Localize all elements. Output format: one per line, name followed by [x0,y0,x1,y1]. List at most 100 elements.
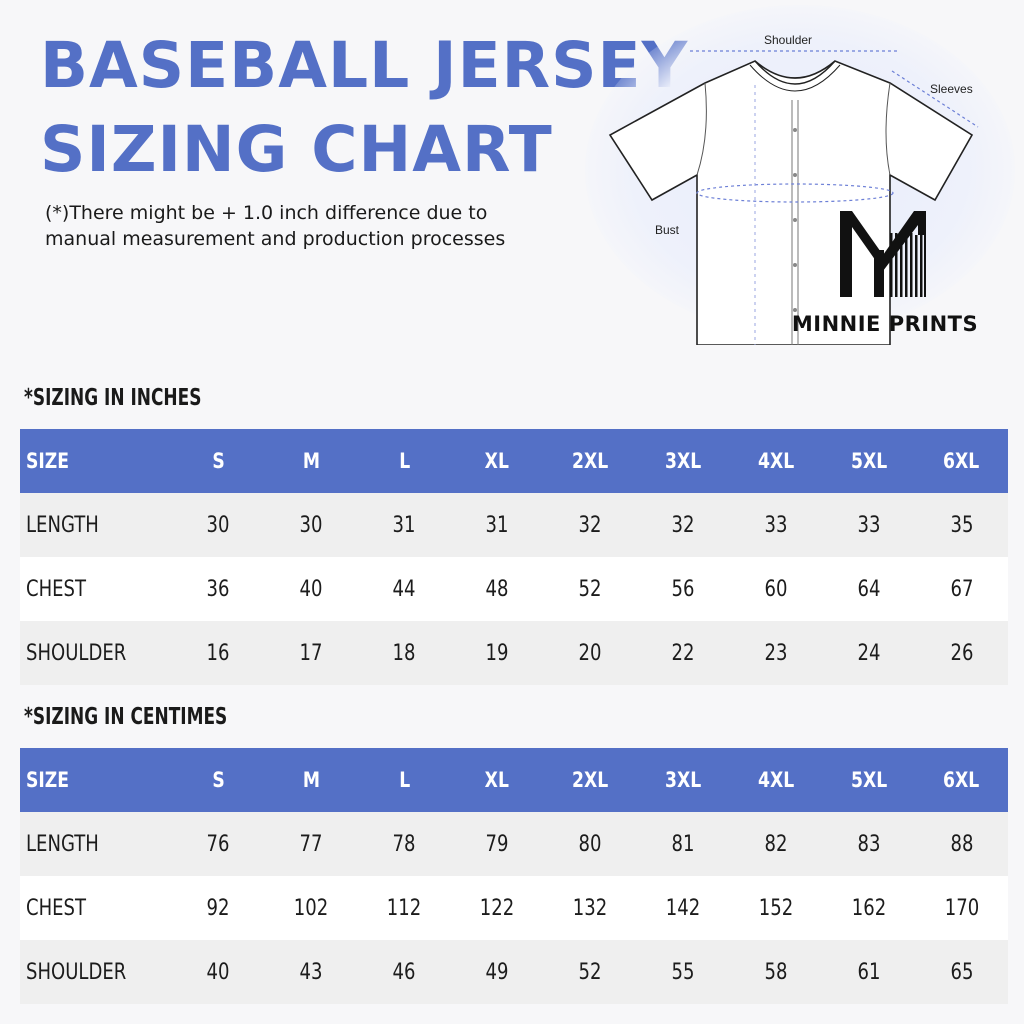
jersey-collar [754,60,836,85]
table-cell: 77 [264,812,358,876]
button [793,173,797,177]
table-cell: 58 [729,940,823,1004]
shoulder-label: Shoulder [764,33,812,47]
table-row: LENGTH 76 77 78 79 80 81 82 83 88 [20,812,1009,876]
table-row: SHOULDER 16 17 18 19 20 22 23 24 26 [20,621,1009,685]
table-cell: 152 [729,876,823,940]
header-cell: 3XL [636,429,730,493]
table-cell: 102 [264,876,358,940]
row-label: LENGTH [20,812,172,876]
table-cell: 19 [450,621,544,685]
header-cell: M [264,748,358,812]
header-cell: 6XL [915,429,1009,493]
table-cell: 40 [264,557,358,621]
bust-measure-line [696,183,894,203]
table-cell: 78 [357,812,451,876]
header-cell: 6XL [915,748,1009,812]
note-line-1: (*)There might be + 1.0 inch difference … [45,202,488,224]
right-sleeve-seam [885,82,891,176]
header-cell: L [357,429,451,493]
table-cell: 52 [543,940,637,1004]
row-label: SHOULDER [20,940,172,1004]
table-cell: 88 [915,812,1009,876]
table-cell: 83 [822,812,916,876]
table-cell: 31 [450,493,544,557]
table-cell: 170 [915,876,1009,940]
table-cell: 61 [822,940,916,1004]
header-cell: 5XL [822,748,916,812]
table-cell: 79 [450,812,544,876]
table-cell: 17 [264,621,358,685]
table-row: SHOULDER 40 43 46 49 52 55 58 61 65 [20,940,1009,1004]
table-cell: 32 [543,493,637,557]
button [793,263,797,267]
row-label: SHOULDER [20,621,172,685]
table-cell: 43 [264,940,358,1004]
bust-label: Bust [655,223,680,237]
chart-title-line-2: SIZING CHART [40,113,553,186]
table-cell: 33 [729,493,823,557]
table-cell: 18 [357,621,451,685]
header-cell: SIZE [20,748,172,812]
header-cell: XL [450,429,544,493]
header-cell: 2XL [543,429,637,493]
inches-section-title: *SIZING IN INCHES [24,385,202,411]
jersey-collar-inner [749,64,841,92]
table-cell: 26 [915,621,1009,685]
centimeters-section-title: *SIZING IN CENTIMES [24,704,228,730]
table-cell: 60 [729,557,823,621]
table-cell: 64 [822,557,916,621]
brand-logo: MINNIE PRINTS [790,205,980,345]
table-cell: 162 [822,876,916,940]
chart-title-line-1: BASEBALL JERSEY [40,29,689,102]
header-cell: SIZE [20,429,172,493]
header-cell: 4XL [729,748,823,812]
header-cell: XL [450,748,544,812]
sleeve-measure-line [891,70,979,128]
table-row: CHEST 36 40 44 48 52 56 60 64 67 [20,557,1009,621]
row-label: LENGTH [20,493,172,557]
mp-monogram-logo-icon [840,211,926,297]
table-cell: 49 [450,940,544,1004]
table-cell: 92 [172,876,265,940]
table-cell: 35 [915,493,1009,557]
table-cell: 22 [636,621,730,685]
table-cell: 31 [357,493,451,557]
button [793,128,797,132]
table-cell: 36 [172,557,265,621]
header-cell: 5XL [822,429,916,493]
table-cell: 82 [729,812,823,876]
table-header-row: SIZE S M L XL 2XL 3XL 4XL 5XL 6XL [20,429,1009,493]
table-cell: 80 [543,812,637,876]
table-cell: 32 [636,493,730,557]
centimeters-size-table: SIZE S M L XL 2XL 3XL 4XL 5XL 6XL LENGTH… [20,748,1009,1004]
table-cell: 23 [729,621,823,685]
button [793,218,797,222]
header-cell: S [172,429,265,493]
header-cell: M [264,429,358,493]
table-header-row: SIZE S M L XL 2XL 3XL 4XL 5XL 6XL [20,748,1009,812]
table-cell: 46 [357,940,451,1004]
table-cell: 30 [172,493,265,557]
header-cell: 4XL [729,429,823,493]
note-line-2: manual measurement and production proces… [45,228,506,250]
left-sleeve-seam [696,82,707,176]
table-cell: 122 [450,876,544,940]
inches-size-table: SIZE S M L XL 2XL 3XL 4XL 5XL 6XL LENGTH… [20,429,1009,685]
table-cell: 52 [543,557,637,621]
table-cell: 65 [915,940,1009,1004]
table-cell: 24 [822,621,916,685]
brand-name: MINNIE PRINTS [791,312,979,336]
table-cell: 132 [543,876,637,940]
header-cell: L [357,748,451,812]
table-cell: 76 [172,812,265,876]
header-cell: S [172,748,265,812]
measurement-note: (*)There might be + 1.0 inch difference … [45,200,505,252]
table-cell: 44 [357,557,451,621]
table-cell: 67 [915,557,1009,621]
row-label: CHEST [20,557,172,621]
table-cell: 55 [636,940,730,1004]
header-cell: 3XL [636,748,730,812]
table-cell: 20 [543,621,637,685]
table-row: CHEST 92 102 112 122 132 142 152 162 170 [20,876,1009,940]
